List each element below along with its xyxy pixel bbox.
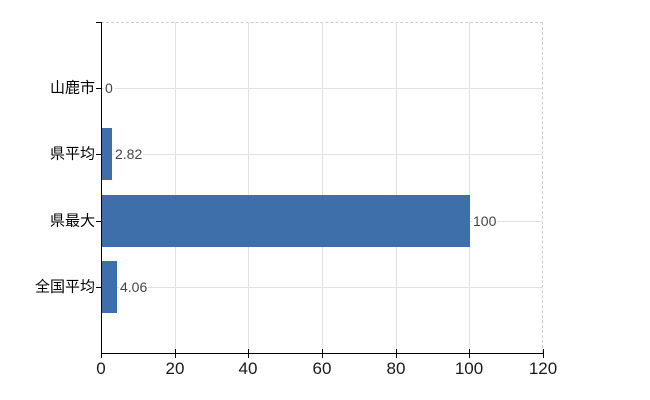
x-tick-label: 80 [386,359,406,378]
x-tick-label: 20 [165,359,185,378]
x-tick-label: 40 [238,359,258,378]
y-axis [101,22,102,353]
horizontal-gridline [101,88,543,89]
x-tick-label: 60 [312,359,332,378]
x-tick-mark [248,349,249,358]
horizontal-gridline [101,287,543,288]
bar-value-label: 4.06 [119,279,149,295]
x-tick-mark [543,349,544,358]
category-label: 全国平均 [34,278,95,296]
horizontal-gridline [101,154,543,155]
x-tick-mark [175,349,176,358]
x-tick-label: 120 [528,359,558,378]
bar-value-label: 0 [104,80,114,96]
vertical-gridline [395,22,397,353]
bar [102,195,470,247]
bar-value-label: 100 [472,213,498,229]
category-label: 山鹿市 [49,79,95,97]
category-label: 県最大 [49,212,95,230]
x-tick-label: 0 [96,359,106,378]
bar [102,128,112,180]
bar-value-label: 2.82 [114,146,144,162]
x-tick-mark [396,349,397,358]
y-tick-mark [96,287,101,288]
x-tick-mark [322,349,323,358]
vertical-gridline [248,22,250,353]
y-axis-end-tick-mark [96,22,101,23]
vertical-gridline [174,22,176,353]
x-tick-label: 100 [454,359,484,378]
bar [102,261,117,313]
x-tick-mark [101,349,102,358]
x-tick-mark [469,349,470,358]
vertical-gridline [469,22,471,353]
y-tick-mark [96,88,101,89]
y-tick-mark [96,221,101,222]
vertical-gridline [322,22,323,353]
y-tick-mark [96,154,101,155]
category-label: 県平均 [49,145,95,163]
